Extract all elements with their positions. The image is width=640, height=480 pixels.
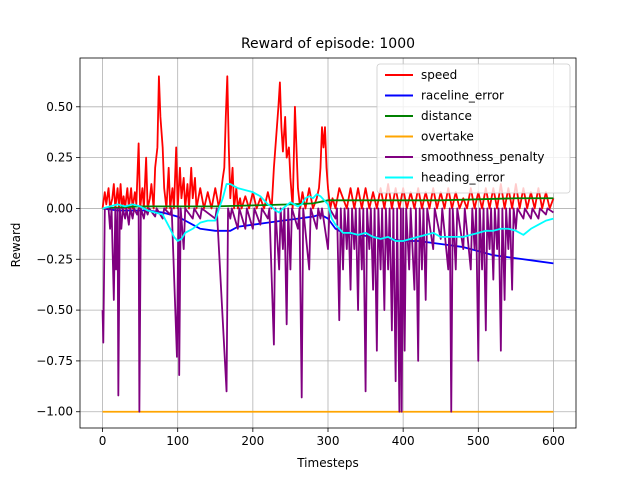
x-tick-label: 0 [99, 434, 107, 448]
y-tick-label: −0.75 [36, 354, 73, 368]
x-tick-label: 500 [467, 434, 490, 448]
y-tick-label: 0.00 [46, 201, 73, 215]
plot-area [101, 75, 555, 413]
legend-label: smoothness_penalty [421, 150, 545, 164]
legend-label: raceline_error [421, 89, 504, 103]
series-line-heading-error [102, 183, 554, 242]
chart-title: Reward of episode: 1000 [241, 36, 415, 52]
legend-label: distance [421, 109, 472, 123]
legend-label: overtake [421, 130, 474, 144]
legend-box [376, 63, 571, 194]
x-axis-label: Timesteps [296, 456, 359, 470]
y-axis-ticks: −1.00 −0.75 −0.50 −0.25 0.00 0.25 0.50 [36, 100, 80, 419]
x-tick-label: 200 [241, 434, 264, 448]
series-line-distance [102, 197, 554, 210]
legend-label: heading_error [421, 171, 505, 185]
y-tick-label: 0.50 [46, 100, 73, 114]
y-tick-label: −0.25 [36, 252, 73, 266]
x-tick-label: 100 [166, 434, 189, 448]
x-tick-label: 600 [542, 434, 565, 448]
x-tick-label: 400 [392, 434, 415, 448]
series-line-speed [101, 75, 555, 210]
legend: speed raceline_error distance overtake smoot… [376, 63, 571, 194]
y-tick-label: 0.25 [46, 151, 73, 165]
legend-label: speed [421, 68, 457, 82]
x-axis-ticks: 0 100 200 300 400 500 600 [99, 428, 565, 448]
y-tick-label: −1.00 [36, 405, 73, 419]
series-line-smoothness-penalty [101, 207, 554, 413]
y-axis-label: Reward [9, 223, 23, 268]
x-tick-label: 300 [317, 434, 340, 448]
y-tick-label: −0.50 [36, 303, 73, 317]
